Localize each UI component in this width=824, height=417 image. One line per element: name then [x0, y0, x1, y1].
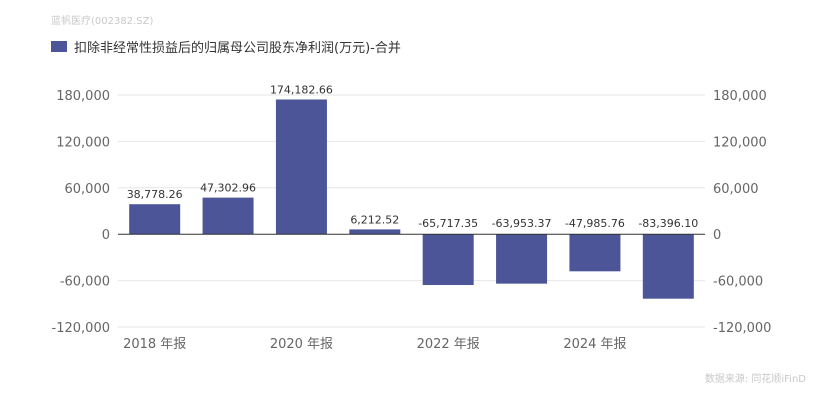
bar[interactable] — [129, 204, 181, 235]
y-tick-label-left: 0 — [102, 228, 110, 243]
x-tick-label: 2020 年报 — [270, 337, 333, 352]
x-tick-label: 2022 年报 — [417, 337, 480, 352]
data-label: 174,182.66 — [270, 83, 333, 96]
bar[interactable] — [569, 234, 621, 272]
legend-label: 扣除非经常性损益后的归属母公司股东净利润(万元)-合并 — [74, 41, 401, 56]
data-label: 6,212.52 — [350, 213, 399, 226]
y-tick-label-left: -60,000 — [60, 275, 110, 290]
x-tick-label: 2024 年报 — [563, 337, 626, 352]
data-label: 38,778.26 — [127, 188, 183, 201]
y-tick-label-left: 120,000 — [56, 135, 110, 150]
data-label: -65,717.35 — [418, 217, 478, 230]
bar[interactable] — [202, 197, 254, 235]
data-label: -83,396.10 — [638, 217, 698, 230]
data-label: 47,302.96 — [200, 182, 256, 195]
legend-swatch — [51, 41, 67, 52]
bar[interactable] — [349, 229, 401, 235]
y-tick-label-right: 180,000 — [713, 89, 767, 104]
legend[interactable]: 扣除非经常性损益后的归属母公司股东净利润(万元)-合并 — [51, 37, 401, 56]
bar[interactable] — [275, 99, 327, 235]
data-label: -63,953.37 — [492, 217, 552, 230]
data-source-footer: 数据来源: 同花顺iFinD — [704, 374, 806, 385]
x-tick-label: 2018 年报 — [123, 337, 186, 352]
bar[interactable] — [642, 234, 694, 299]
y-tick-label-left: 60,000 — [65, 182, 111, 197]
y-tick-label-left: -120,000 — [52, 321, 110, 336]
y-tick-label-right: 0 — [713, 228, 721, 243]
source-label: 蓝帆医疗(002382.SZ) — [51, 16, 154, 27]
bar[interactable] — [496, 234, 548, 284]
y-tick-label-right: -60,000 — [713, 275, 763, 290]
data-label: -47,985.76 — [565, 217, 625, 230]
y-tick-label-right: -120,000 — [713, 321, 771, 336]
y-tick-label-left: 180,000 — [56, 89, 110, 104]
y-tick-label-right: 60,000 — [713, 182, 759, 197]
bar[interactable] — [422, 234, 474, 286]
y-tick-label-right: 120,000 — [713, 135, 767, 150]
